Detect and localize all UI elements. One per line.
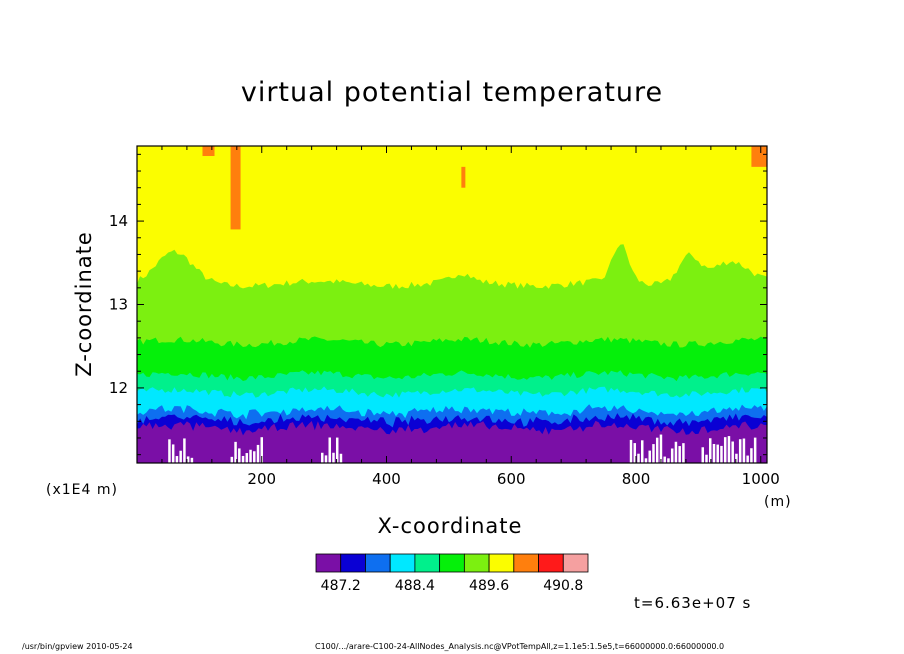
colorbar-label: 488.4 <box>395 578 435 594</box>
axis-ticks: 200 400 600 800 1000 12 13 14 <box>109 146 780 488</box>
contour-band <box>137 420 767 463</box>
colorbar-swatch <box>439 553 465 573</box>
y-tick-label: 13 <box>109 296 128 314</box>
data-gap <box>230 456 234 463</box>
footer-left: /usr/bin/gpview 2010-05-24 <box>22 642 133 651</box>
data-gap <box>735 453 738 463</box>
data-gap <box>652 444 655 463</box>
x-tick-label: 600 <box>497 470 526 488</box>
chart-title: virtual potential temperature <box>240 77 664 108</box>
data-gap <box>701 447 705 463</box>
colorbar-swatch <box>365 553 391 573</box>
data-gap <box>260 437 264 463</box>
colorbar-swatch <box>389 553 416 573</box>
x-axis-label: X-coordinate <box>377 514 523 538</box>
data-gap <box>716 444 719 463</box>
data-gap <box>674 441 678 463</box>
data-gap <box>727 436 731 463</box>
colorbar-swatch <box>414 553 441 573</box>
colorbar-label: 490.8 <box>543 578 583 594</box>
colorbar-swatch <box>315 553 342 573</box>
data-gap <box>171 444 175 463</box>
colorbar-swatch <box>463 553 490 573</box>
data-gap <box>179 450 182 463</box>
data-gap <box>742 438 746 463</box>
data-gap <box>723 437 727 463</box>
data-gap <box>321 452 324 463</box>
x-tick-label: 200 <box>247 470 276 488</box>
data-gap <box>746 455 749 463</box>
x-tick-label: 800 <box>622 470 651 488</box>
contour-bands <box>137 146 767 463</box>
y-axis-label: Z-coordinate <box>72 231 96 377</box>
data-gap <box>670 448 674 463</box>
colorbar: 487.2 488.4 489.6 490.8 <box>315 553 589 594</box>
data-gap <box>175 456 179 463</box>
data-gap <box>335 437 339 463</box>
footer-right: C100/.../arare-C100-24-AllNodes_Analysis… <box>315 642 725 651</box>
data-gap <box>238 448 241 463</box>
data-gap <box>712 443 716 463</box>
colorbar-label: 489.6 <box>469 578 509 594</box>
data-gap <box>738 439 742 463</box>
data-gap <box>644 458 648 463</box>
data-gap <box>637 453 640 463</box>
data-gap <box>705 454 708 463</box>
data-gap <box>731 441 734 463</box>
data-gap <box>324 455 328 463</box>
contour-details <box>168 146 767 463</box>
colorbar-swatch <box>340 553 366 573</box>
data-gap <box>753 437 757 463</box>
colorbar-swatch <box>562 553 589 573</box>
time-label: t=6.63e+07 s <box>634 594 752 612</box>
contour-patch <box>461 166 466 188</box>
y-axis-unit: (x1E4 m) <box>46 482 118 498</box>
colorbar-label: 487.2 <box>321 578 361 594</box>
data-gap <box>241 455 245 463</box>
data-gap <box>678 446 681 463</box>
data-gap <box>708 438 712 463</box>
colorbar-swatch <box>513 553 539 573</box>
data-gap <box>629 439 633 463</box>
data-gap <box>245 453 249 463</box>
data-gap <box>659 434 663 463</box>
data-gap <box>641 440 644 463</box>
data-gap <box>663 456 666 463</box>
data-gap <box>234 441 237 463</box>
x-tick-label: 1000 <box>742 470 780 488</box>
data-gap <box>168 439 171 463</box>
data-gap <box>249 449 252 463</box>
data-gap <box>256 444 260 463</box>
data-gap <box>186 456 190 463</box>
data-gap <box>339 453 343 463</box>
data-gap <box>332 452 335 463</box>
y-tick-label: 14 <box>109 212 128 230</box>
data-gap <box>328 437 331 463</box>
data-gap <box>682 443 685 463</box>
data-gap <box>667 458 670 463</box>
data-gap <box>648 450 651 463</box>
data-gap <box>190 457 194 463</box>
data-gap <box>655 437 659 463</box>
contour-patch <box>751 146 767 167</box>
data-gap <box>633 443 637 463</box>
colorbar-swatch <box>488 553 515 573</box>
x-tick-label: 400 <box>372 470 401 488</box>
x-axis-unit: (m) <box>764 494 792 510</box>
data-gap <box>720 445 723 463</box>
data-gap <box>750 448 753 463</box>
data-gap <box>183 438 186 463</box>
contour-patch <box>230 146 241 230</box>
colorbar-swatch <box>538 553 564 573</box>
contour-patch <box>202 146 215 157</box>
y-tick-label: 12 <box>109 379 128 397</box>
data-gap <box>253 451 256 463</box>
